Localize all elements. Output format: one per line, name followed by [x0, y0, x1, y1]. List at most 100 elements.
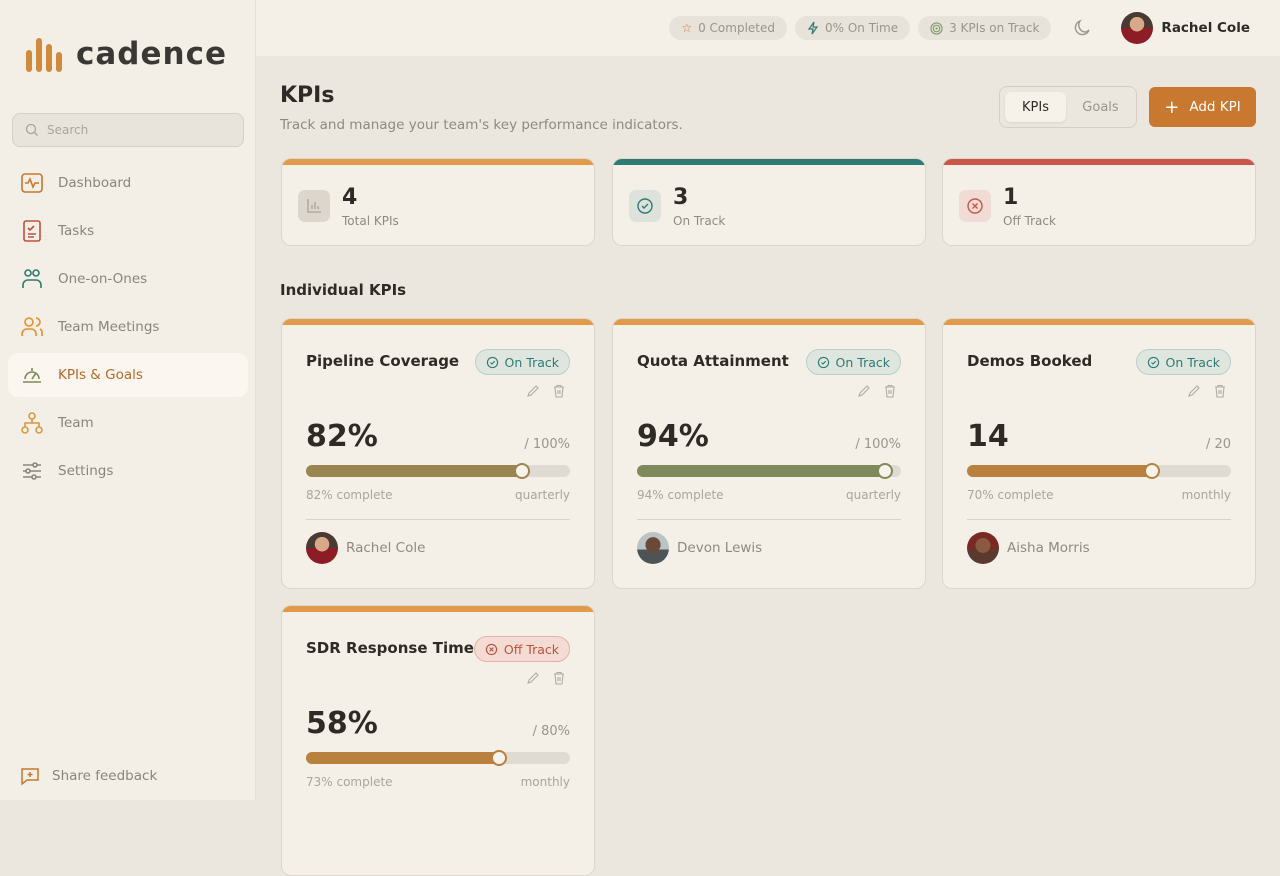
avatar	[967, 532, 999, 564]
progress-slider[interactable]	[637, 463, 901, 479]
pencil-icon[interactable]	[526, 671, 540, 685]
sidebar-item-dashboard[interactable]: Dashboard	[8, 161, 248, 205]
stat-card-on-track: 3 On Track	[612, 158, 926, 246]
sidebar-item-team[interactable]: Team	[8, 401, 248, 445]
chip-label: 3 KPIs on Track	[949, 21, 1040, 35]
check-circle-icon	[817, 356, 829, 368]
tab-goals[interactable]: Goals	[1082, 99, 1119, 115]
clipboard-check-icon	[23, 220, 41, 242]
slider-handle[interactable]	[514, 463, 531, 479]
top-bar: ☆ 0 Completed 0% On Time 3 KPIs on Track …	[256, 0, 1280, 56]
gauge-icon	[23, 368, 41, 383]
sidebar-nav: Dashboard Tasks One-on-Ones Team Meetings KP…	[8, 161, 248, 497]
status-badge: On Track	[474, 349, 570, 375]
status-label: Off Track	[503, 641, 559, 657]
slider-handle[interactable]	[877, 463, 894, 479]
chip-label: 0 Completed	[698, 21, 775, 35]
sidebar: cadence Search Dashboard Tasks One-on-Ones…	[0, 0, 256, 800]
feedback-label: Share feedback	[52, 768, 158, 784]
progress-fill	[967, 465, 1152, 477]
sidebar-item-label: Tasks	[58, 223, 95, 239]
sidebar-item-settings[interactable]: Settings	[8, 449, 248, 493]
page-subtitle: Track and manage your team's key perform…	[280, 117, 683, 133]
users-icon	[21, 317, 43, 336]
progress-slider[interactable]	[967, 463, 1231, 479]
percent-complete: 73% complete	[306, 775, 393, 789]
completed-chip[interactable]: ☆ 0 Completed	[669, 16, 787, 40]
status-badge: On Track	[805, 349, 901, 375]
chip-label: 0% On Time	[825, 21, 899, 35]
kpi-value: 58%	[306, 706, 378, 741]
kpi-card[interactable]: Quota Attainment On Track 94% / 100% 94%…	[612, 318, 926, 589]
card-accent	[943, 319, 1255, 325]
kpi-card[interactable]: Pipeline Coverage On Track 82% / 100% 82…	[281, 318, 595, 589]
percent-complete: 82% complete	[306, 488, 393, 502]
section-title: Individual KPIs	[280, 281, 407, 299]
kpi-value: 94%	[637, 419, 709, 454]
stat-value: 3	[673, 185, 689, 210]
stat-label: On Track	[673, 214, 726, 228]
logo-icon	[26, 36, 62, 72]
kpi-owner: Devon Lewis	[637, 532, 762, 564]
progress-fill	[306, 752, 499, 764]
bar-chart-icon	[298, 190, 330, 222]
search-icon	[25, 123, 38, 136]
logo[interactable]: cadence	[26, 36, 227, 72]
add-kpi-button[interactable]: + Add KPI	[1149, 87, 1256, 127]
stat-card-off-track: 1 Off Track	[942, 158, 1256, 246]
progress-slider[interactable]	[306, 750, 570, 766]
plus-icon: +	[1164, 96, 1180, 118]
kpi-owner: Rachel Cole	[306, 532, 425, 564]
search-input[interactable]: Search	[12, 113, 244, 147]
share-feedback-button[interactable]: Share feedback	[20, 766, 157, 786]
pencil-icon[interactable]	[1187, 384, 1201, 398]
kpis-on-track-chip[interactable]: 3 KPIs on Track	[918, 16, 1052, 40]
lightning-icon	[807, 21, 819, 35]
card-accent	[282, 606, 594, 612]
trash-icon[interactable]	[552, 671, 566, 685]
app-name: cadence	[76, 36, 227, 72]
search-placeholder: Search	[47, 123, 89, 137]
trash-icon[interactable]	[552, 384, 566, 398]
kpi-name: Quota Attainment	[637, 352, 789, 370]
sidebar-item-tasks[interactable]: Tasks	[8, 209, 248, 253]
x-circle-icon	[485, 643, 498, 655]
on-time-chip[interactable]: 0% On Time	[795, 16, 911, 40]
status-badge: On Track	[1135, 349, 1231, 375]
slider-handle[interactable]	[1143, 463, 1160, 479]
kpi-target: / 100%	[524, 437, 570, 452]
trash-icon[interactable]	[1213, 384, 1227, 398]
status-badge: Off Track	[473, 636, 570, 662]
view-toggle: KPIs Goals	[999, 86, 1137, 128]
kpi-card[interactable]: SDR Response Time Off Track 58% / 80% 73…	[281, 605, 595, 876]
progress-slider[interactable]	[306, 463, 570, 479]
tab-kpis[interactable]: KPIs	[1005, 92, 1066, 122]
sidebar-item-team-meetings[interactable]: Team Meetings	[8, 305, 248, 349]
progress-fill	[637, 465, 886, 477]
check-circle-icon	[486, 356, 498, 368]
pencil-icon[interactable]	[857, 384, 871, 398]
moon-icon[interactable]	[1073, 19, 1091, 37]
status-label: On Track	[835, 354, 890, 370]
kpi-card[interactable]: Demos Booked On Track 14 / 20 70% comple…	[942, 318, 1256, 589]
stat-value: 1	[1003, 185, 1019, 210]
sidebar-item-label: Settings	[58, 463, 114, 479]
kpi-period: quarterly	[515, 488, 570, 502]
user-menu[interactable]: Rachel Cole	[1121, 12, 1250, 44]
sidebar-item-one-on-ones[interactable]: One-on-Ones	[8, 257, 248, 301]
kpi-name: Pipeline Coverage	[306, 352, 460, 370]
divider	[306, 519, 570, 520]
sliders-icon	[23, 462, 41, 480]
star-icon: ☆	[681, 21, 693, 35]
owner-name: Rachel Cole	[346, 540, 426, 556]
x-circle-icon	[959, 190, 991, 222]
card-accent	[613, 319, 925, 325]
slider-handle[interactable]	[490, 750, 507, 766]
sidebar-item-label: Team	[58, 415, 94, 431]
trash-icon[interactable]	[883, 384, 897, 398]
sidebar-item-label: One-on-Ones	[58, 271, 148, 287]
avatar	[637, 532, 669, 564]
kpi-target: / 100%	[855, 437, 901, 452]
sidebar-item-kpis-goals[interactable]: KPIs & Goals	[8, 353, 248, 397]
pencil-icon[interactable]	[526, 384, 540, 398]
